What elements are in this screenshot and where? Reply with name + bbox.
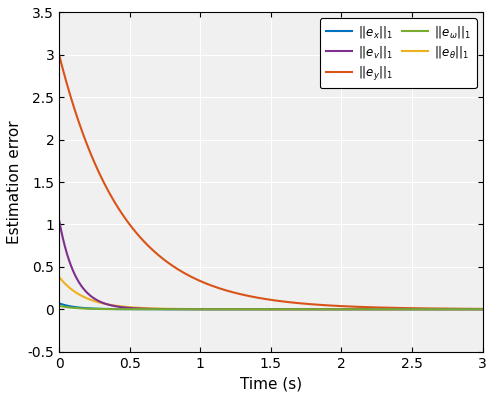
Y-axis label: Estimation error: Estimation error [7,120,22,244]
X-axis label: Time (s): Time (s) [240,376,302,391]
Legend: $||e_x||_1$, $||e_v||_1$, $||e_y||_1$, $||e_\omega||_1$, $||e_\theta||_1$: $||e_x||_1$, $||e_v||_1$, $||e_y||_1$, $… [320,18,477,88]
